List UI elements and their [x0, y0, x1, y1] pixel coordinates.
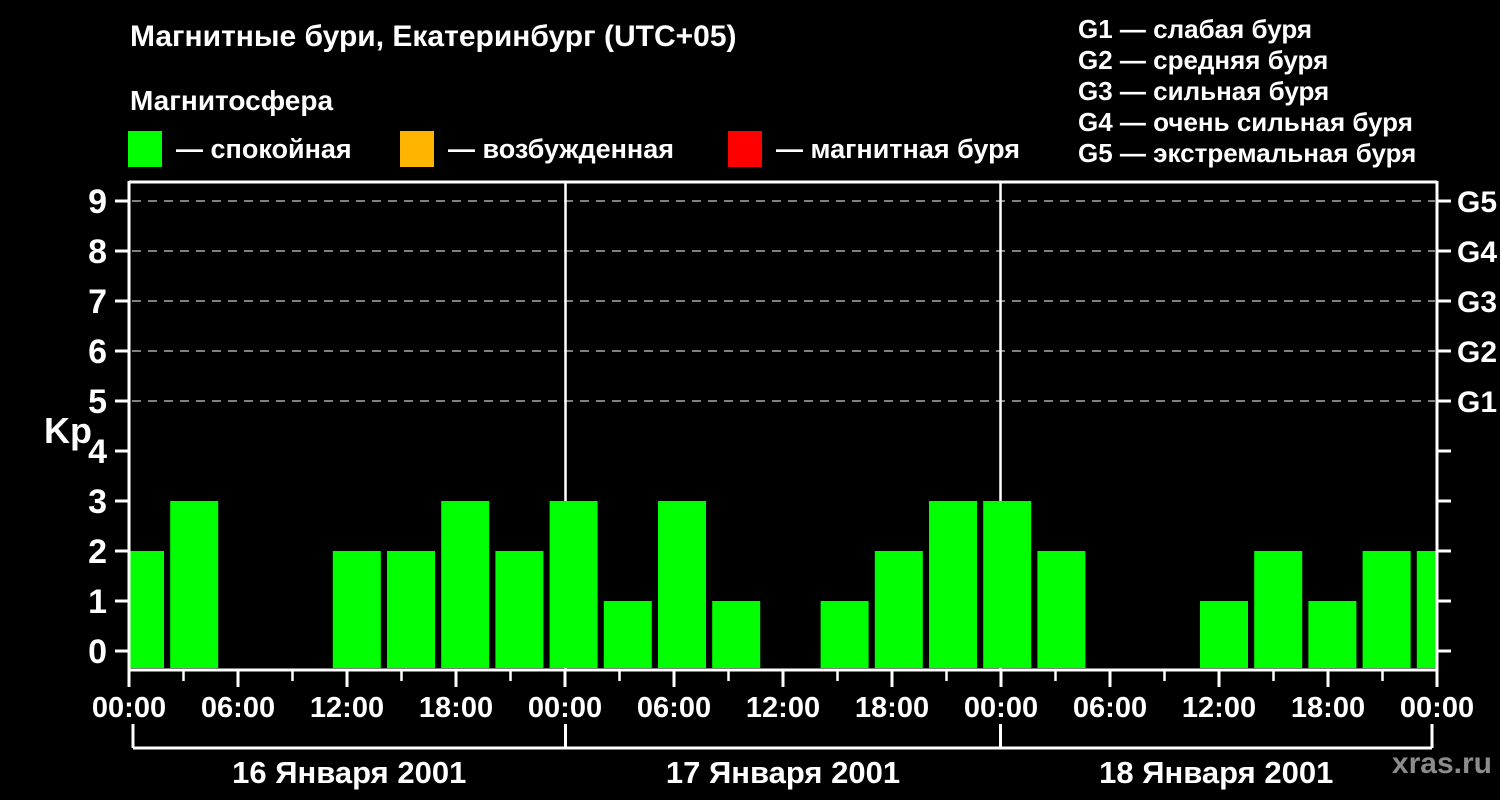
right-g-label: G5: [1457, 186, 1497, 219]
y-tick-label: 4: [88, 433, 107, 471]
time-tick-label: 06:00: [201, 692, 275, 724]
excited-color-swatch: [400, 131, 434, 167]
time-tick-label: 00:00: [92, 692, 166, 724]
time-tick-label: 00:00: [528, 692, 602, 724]
legend-label-storm: — магнитная буря: [776, 133, 1020, 164]
time-tick-label: 12:00: [1182, 692, 1256, 724]
kp-bar: [603, 601, 652, 668]
time-tick-label: 06:00: [637, 692, 711, 724]
kp-bar: [495, 551, 544, 668]
y-axis-label-kp: Kp: [44, 410, 92, 451]
kp-bar: [874, 551, 923, 668]
y-tick-label: 1: [88, 583, 107, 621]
y-tick-label: 6: [88, 333, 107, 371]
legend-item-storm: — магнитная буря: [728, 131, 1020, 167]
day-label: 16 Января 2001: [232, 755, 466, 790]
y-tick-label: 3: [88, 483, 107, 521]
storm-scale-g5: G5 — экстремальная буря: [1078, 138, 1417, 168]
day-label: 17 Января 2001: [666, 755, 900, 790]
storm-scale-g4: G4 — очень сильная буря: [1078, 107, 1413, 137]
kp-bar: [170, 501, 219, 668]
right-g-label: G4: [1457, 236, 1497, 269]
quiet-color-swatch: [128, 131, 162, 167]
kp-bar: [441, 501, 490, 668]
y-tick-label: 7: [88, 283, 107, 321]
kp-bar: [929, 501, 977, 668]
right-g-label: G2: [1457, 336, 1497, 369]
kp-bar: [712, 601, 761, 668]
storm-scale-g2: G2 — средняя буря: [1078, 45, 1329, 75]
time-tick-label: 06:00: [1073, 692, 1147, 724]
kp-bar: [332, 551, 381, 668]
y-tick-label: 9: [88, 183, 107, 221]
kp-bar: [658, 501, 706, 668]
time-tick-label: 00:00: [964, 692, 1038, 724]
kp-bar: [1254, 551, 1303, 668]
legend-item-quiet: — спокойная: [128, 131, 352, 167]
page-title: Магнитные бури, Екатеринбург (UTC+05): [130, 20, 737, 53]
time-tick-label: 12:00: [310, 692, 384, 724]
kp-bar: [1362, 551, 1411, 668]
magnetosphere-legend: — спокойная — возбужденная — магнитная б…: [0, 131, 1100, 171]
legend-label-excited: — возбужденная: [448, 133, 674, 164]
y-tick-label: 2: [88, 533, 107, 571]
legend-item-excited: — возбужденная: [400, 131, 674, 167]
kp-bar: [549, 501, 598, 668]
watermark-xras: xras.ru: [1391, 747, 1492, 780]
storm-color-swatch: [728, 131, 762, 167]
kp-bar: [130, 551, 164, 668]
y-tick-label: 0: [88, 633, 107, 671]
storm-scale-legend: G1 — слабая буря G2 — средняя буря G3 — …: [1078, 14, 1416, 169]
magnetosphere-subtitle: Магнитосфера: [130, 85, 334, 116]
kp-bar: [1308, 601, 1357, 668]
time-tick-label: 18:00: [855, 692, 929, 724]
kp-bar: [983, 501, 1032, 668]
time-tick-label: 18:00: [1291, 692, 1365, 724]
legend-label-quiet: — спокойная: [176, 133, 352, 164]
storm-scale-g3: G3 — сильная буря: [1078, 76, 1330, 106]
kp-bar: [1200, 601, 1248, 668]
kp-bar: [1416, 551, 1436, 668]
y-tick-label: 8: [88, 233, 107, 271]
time-tick-label: 18:00: [419, 692, 493, 724]
time-tick-label: 00:00: [1400, 692, 1474, 724]
kp-bar: [820, 601, 869, 668]
kp-bar: [387, 551, 435, 668]
right-g-label: G1: [1457, 386, 1497, 419]
storm-scale-g1: G1 — слабая буря: [1078, 14, 1313, 44]
time-tick-label: 12:00: [746, 692, 820, 724]
y-tick-label: 5: [88, 383, 107, 421]
kp-bar: [1037, 551, 1086, 668]
day-label: 18 Января 2001: [1099, 755, 1333, 790]
right-g-label: G3: [1457, 286, 1497, 319]
